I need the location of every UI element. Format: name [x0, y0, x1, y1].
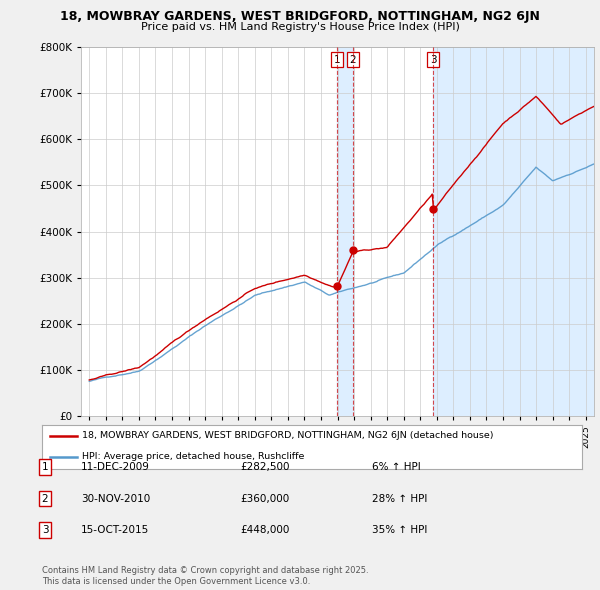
Point — [332, 281, 341, 290]
Text: £282,500: £282,500 — [240, 463, 290, 472]
Text: 1: 1 — [334, 55, 340, 64]
Text: 35% ↑ HPI: 35% ↑ HPI — [372, 525, 427, 535]
Point — [348, 245, 358, 255]
Text: Contains HM Land Registry data © Crown copyright and database right 2025.
This d: Contains HM Land Registry data © Crown c… — [42, 566, 368, 586]
Text: £360,000: £360,000 — [240, 494, 289, 503]
Text: HPI: Average price, detached house, Rushcliffe: HPI: Average price, detached house, Rush… — [83, 452, 305, 461]
Text: 2: 2 — [349, 55, 356, 64]
Text: 30-NOV-2010: 30-NOV-2010 — [81, 494, 150, 503]
Text: 11-DEC-2009: 11-DEC-2009 — [81, 463, 150, 472]
Text: 18, MOWBRAY GARDENS, WEST BRIDGFORD, NOTTINGHAM, NG2 6JN (detached house): 18, MOWBRAY GARDENS, WEST BRIDGFORD, NOT… — [83, 431, 494, 440]
Point — [428, 205, 438, 214]
Text: 6% ↑ HPI: 6% ↑ HPI — [372, 463, 421, 472]
Text: 15-OCT-2015: 15-OCT-2015 — [81, 525, 149, 535]
Text: 3: 3 — [41, 525, 49, 535]
Text: 1: 1 — [41, 463, 49, 472]
Text: 3: 3 — [430, 55, 437, 64]
Bar — [337, 47, 353, 416]
Text: 18, MOWBRAY GARDENS, WEST BRIDGFORD, NOTTINGHAM, NG2 6JN: 18, MOWBRAY GARDENS, WEST BRIDGFORD, NOT… — [60, 10, 540, 23]
Text: 28% ↑ HPI: 28% ↑ HPI — [372, 494, 427, 503]
Text: Price paid vs. HM Land Registry's House Price Index (HPI): Price paid vs. HM Land Registry's House … — [140, 22, 460, 32]
Bar — [433, 47, 594, 416]
Text: 2: 2 — [41, 494, 49, 503]
Text: £448,000: £448,000 — [240, 525, 289, 535]
